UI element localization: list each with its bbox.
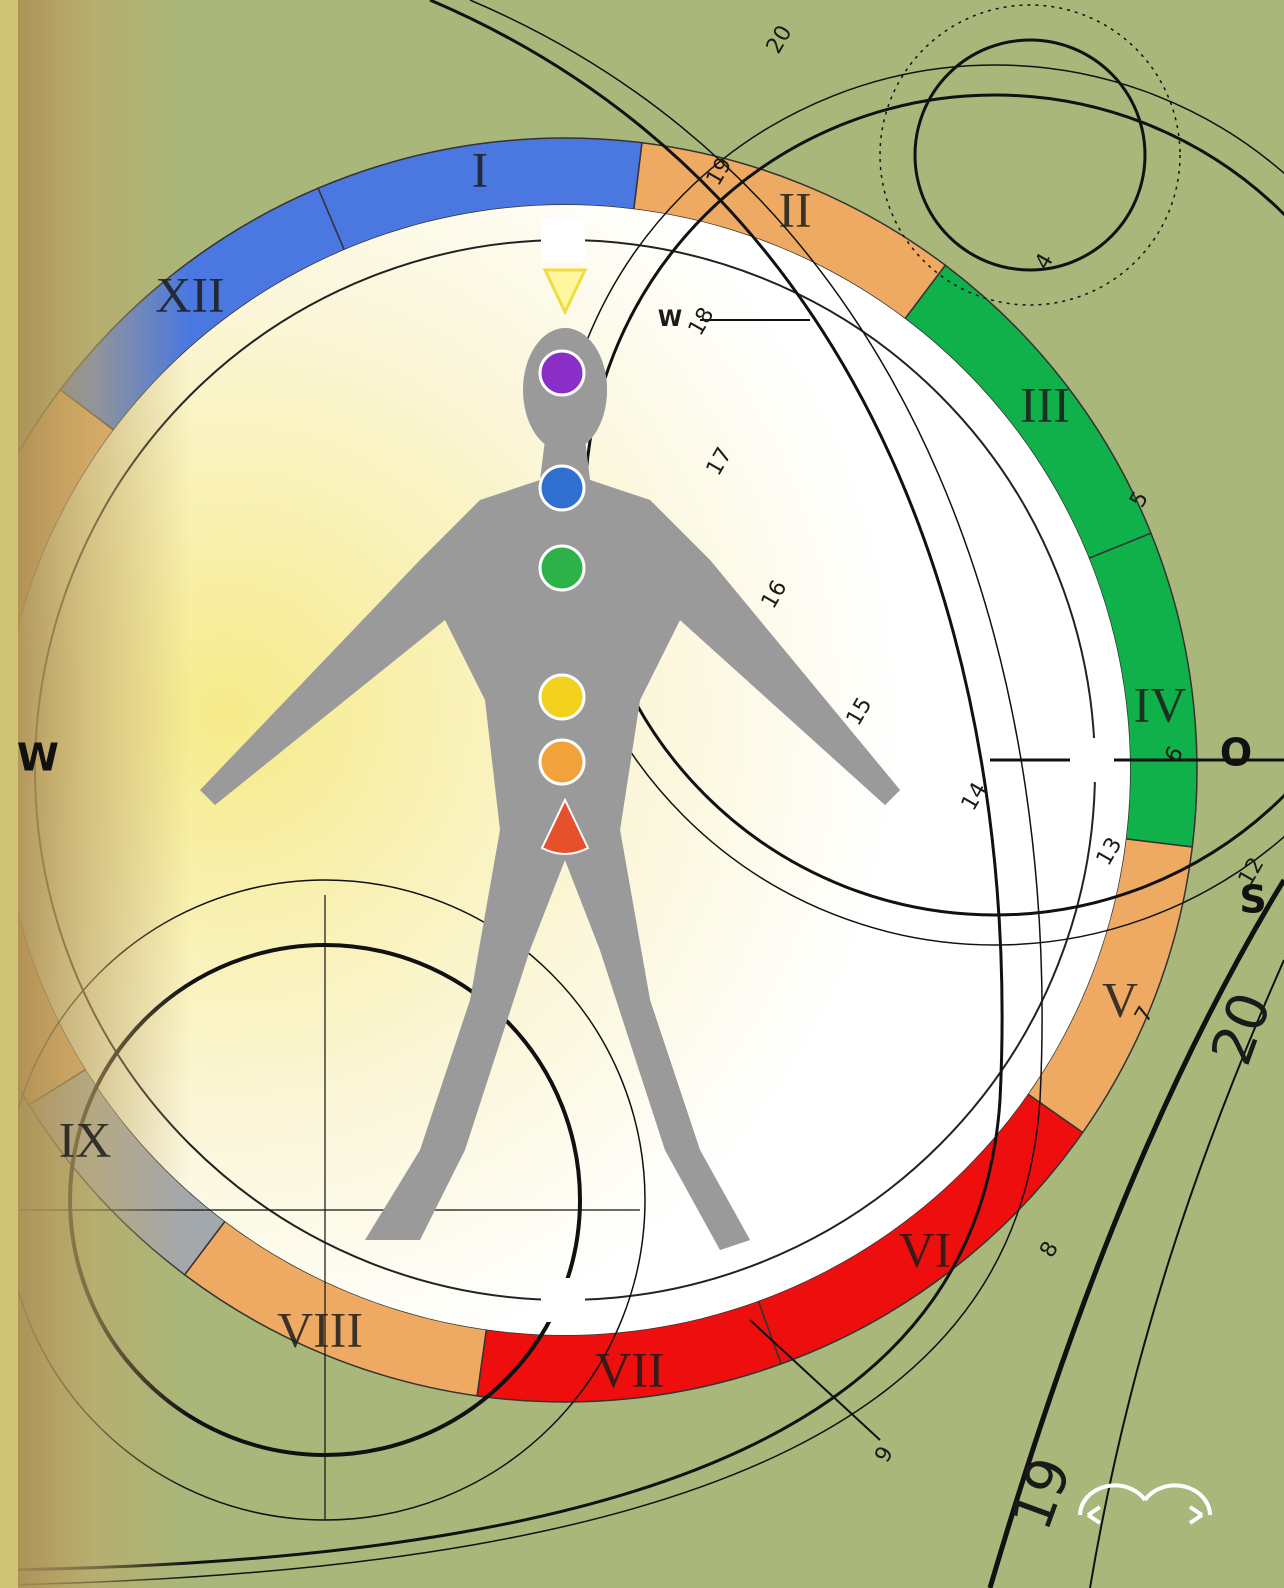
house-label: VIII [277, 1301, 363, 1357]
dial-number: 9 [870, 1442, 899, 1467]
house-label: V [1102, 971, 1138, 1027]
illustration: IIIIIIIVVVIVIIVIIIIXXIINSOWWOS2019181716… [0, 0, 1284, 1588]
nav-arrows [1080, 1485, 1210, 1523]
compass-bg [1070, 738, 1114, 782]
dial-number: 8 [1035, 1237, 1064, 1262]
house-label: II [778, 181, 811, 237]
dial-number: 20 [762, 21, 798, 58]
house-label: XII [155, 266, 224, 322]
forward-button[interactable] [1145, 1485, 1210, 1523]
chakra [540, 466, 584, 510]
dial-number: 20 [1199, 984, 1284, 1073]
compass-bg [541, 1278, 585, 1322]
left-fade [0, 0, 190, 1588]
chakra [540, 351, 584, 395]
back-button[interactable] [1080, 1485, 1145, 1523]
house-label: IV [1134, 676, 1187, 732]
house-label: VII [595, 1341, 664, 1397]
house-label: IX [59, 1111, 112, 1167]
compass-bg [541, 218, 585, 262]
compass-label: W [658, 307, 682, 332]
dial-number: 19 [999, 1449, 1084, 1538]
outer-compass-label: W [17, 736, 59, 780]
page: {"compass":{"north":"N","south":"S","eas… [0, 0, 1284, 1588]
chakra [540, 740, 584, 784]
house-label: I [472, 141, 489, 197]
chakra [540, 675, 584, 719]
outer-compass-label: O [1220, 731, 1252, 775]
house-label: VI [899, 1221, 952, 1277]
chakra [540, 546, 584, 590]
house-label: III [1020, 376, 1070, 432]
left-strip [0, 0, 18, 1588]
